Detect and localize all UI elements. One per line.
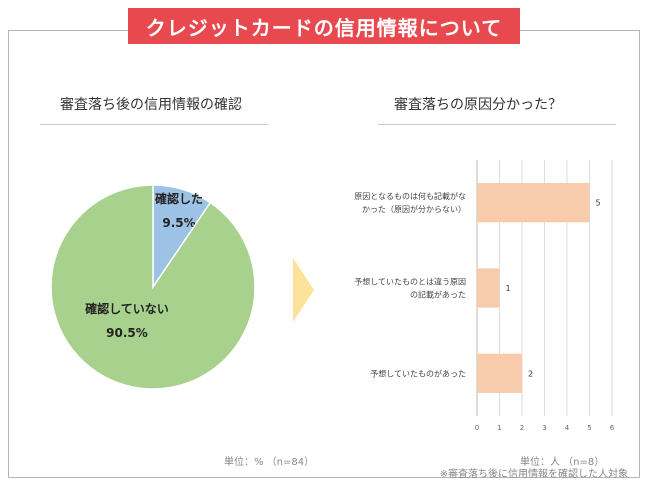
left-chart-title: 審査落ち後の信用情報の確認 <box>60 97 242 113</box>
bar-value-label: 1 <box>506 284 511 293</box>
left-unit-note: 単位：% （n=84） <box>224 457 315 468</box>
x-tick-label: 0 <box>475 424 479 432</box>
page-title: クレジットカードの信用情報について <box>128 8 520 44</box>
footnote: ※審査落ち後に信用情報を確認した人対象 <box>439 469 628 480</box>
left-title-divider <box>40 124 268 125</box>
bar-value-label: 2 <box>528 369 533 378</box>
pie-slice-value: 9.5% <box>162 216 195 230</box>
bar <box>477 183 590 223</box>
category-label: 原因となるものは何も記載がな <box>354 191 466 201</box>
pie-slice-value: 90.5% <box>106 326 148 340</box>
bar-value-label: 5 <box>596 199 601 208</box>
x-tick-label: 2 <box>520 424 524 432</box>
right-title-divider <box>378 124 616 125</box>
x-tick-label: 3 <box>542 424 546 432</box>
x-tick-label: 6 <box>610 424 615 432</box>
pie-slice-label: 確認した <box>155 191 203 206</box>
pie-slice-label: 確認していない <box>85 301 169 316</box>
category-label: 予想していたものがあった <box>370 368 466 378</box>
category-label: の記載があった <box>410 290 466 300</box>
category-label: かった（原因が分からない） <box>362 204 466 214</box>
x-tick-label: 5 <box>587 424 591 432</box>
pie-chart: 確認した 9.5% 確認していない 90.5% <box>50 184 256 390</box>
pie-slice-2 <box>50 184 256 390</box>
bar <box>477 353 522 393</box>
right-chart-title: 審査落ちの原因分かった？ <box>394 97 562 113</box>
category-label: 予想していたものとは違う原因 <box>354 277 466 287</box>
arrow-right-icon <box>293 258 314 322</box>
right-unit-note: 単位：人 （n=8） <box>520 457 605 468</box>
bar <box>477 268 500 308</box>
x-tick-label: 1 <box>497 424 501 432</box>
x-tick-label: 4 <box>565 424 570 432</box>
